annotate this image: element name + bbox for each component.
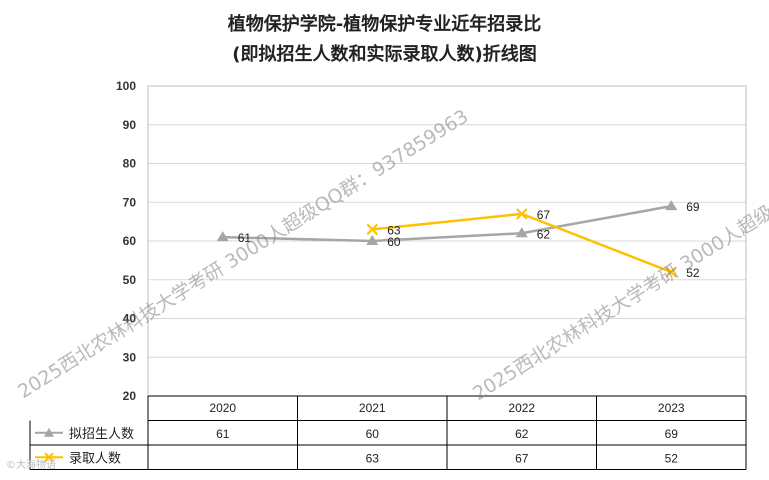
data-label: 52 — [686, 266, 700, 280]
table-cell: 69 — [665, 427, 679, 441]
data-point — [366, 223, 378, 236]
x-category-label: 2020 — [209, 401, 236, 415]
data-label: 62 — [537, 227, 551, 241]
y-tick-label: 90 — [123, 118, 137, 132]
y-tick-label: 50 — [123, 273, 137, 287]
data-label: 69 — [686, 200, 700, 214]
x-category-label: 2023 — [658, 401, 685, 415]
data-label: 63 — [387, 223, 401, 237]
y-tick-label: 60 — [123, 234, 137, 248]
chart-title: 植物保护学院-植物保护专业近年招录比 — [227, 14, 542, 35]
corner-watermark: ©大海物语 — [6, 460, 56, 471]
series-line — [372, 212, 672, 274]
table-cell: 60 — [366, 427, 380, 441]
data-point — [665, 266, 677, 278]
data-point — [515, 227, 528, 238]
y-tick-label: 100 — [116, 79, 136, 93]
data-label: 60 — [387, 235, 401, 249]
table-cell: 63 — [366, 451, 380, 465]
table-row-label: 拟招生人数 — [69, 427, 134, 442]
table-cell: 62 — [515, 427, 529, 441]
y-tick-label: 30 — [123, 350, 137, 364]
series-lines: 61 60 62 69 63 67 52 — [216, 200, 700, 280]
table-cell: 61 — [216, 427, 230, 441]
y-tick-label: 40 — [123, 312, 137, 326]
x-category-label: 2021 — [359, 401, 386, 415]
data-table: 2020 2021 2022 2023 拟招生人数 61 60 62 69 录取人数 63 67 52 — [29, 395, 747, 470]
table-row-label: 录取人数 — [69, 451, 121, 466]
series-line — [222, 204, 672, 243]
data-label: 61 — [238, 231, 252, 245]
data-point — [516, 208, 528, 220]
y-tick-label: 20 — [123, 389, 137, 403]
chart-subtitle: (即拟招生人数和实际录取人数)折线图 — [232, 44, 537, 65]
data-point — [665, 200, 678, 211]
legend-key-marker — [44, 427, 54, 437]
table-cell: 52 — [665, 451, 679, 465]
data-point — [216, 231, 229, 242]
y-tick-label: 80 — [123, 157, 137, 171]
y-tick-label: 70 — [123, 195, 137, 209]
x-category-label: 2022 — [508, 401, 535, 415]
data-label: 67 — [537, 208, 551, 222]
legend-key-marker — [44, 452, 54, 462]
table-cell: 67 — [515, 451, 529, 465]
data-point — [366, 235, 379, 245]
y-axis: 20 30 40 50 60 70 80 90 100 — [116, 79, 136, 403]
